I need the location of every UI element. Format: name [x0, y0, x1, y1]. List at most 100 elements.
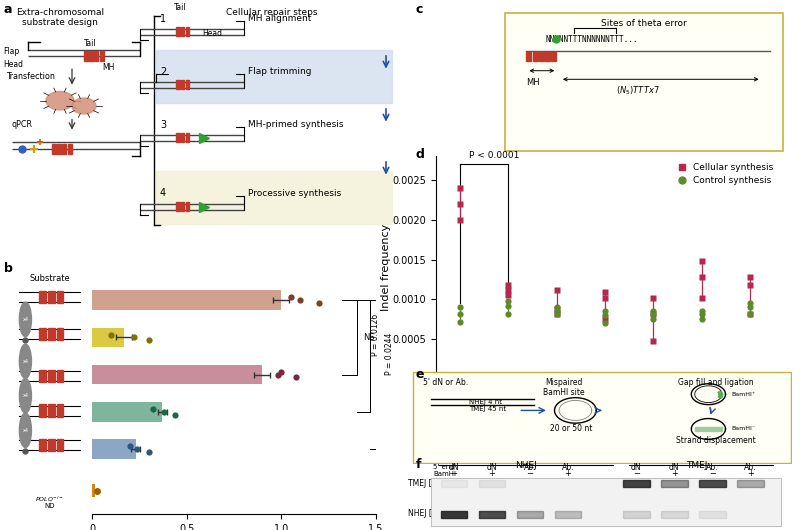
Circle shape	[72, 98, 96, 114]
Text: −: −	[526, 469, 534, 478]
Bar	[100, 51, 104, 61]
Bar	[694, 427, 722, 430]
Bar	[478, 480, 505, 487]
Text: +: +	[746, 469, 754, 478]
Bar	[661, 480, 687, 487]
Bar	[186, 80, 190, 90]
Bar	[48, 370, 54, 382]
Bar	[186, 27, 190, 37]
Text: P = 0.0244: P = 0.0244	[385, 332, 394, 375]
Legend: Cellular synthesis, Control synthesis: Cellular synthesis, Control synthesis	[671, 161, 775, 187]
FancyBboxPatch shape	[506, 13, 782, 151]
Text: Extra-chromosomal
substrate design: Extra-chromosomal substrate design	[16, 8, 104, 28]
Bar	[554, 511, 581, 518]
Text: Ab.: Ab.	[523, 463, 536, 472]
Bar	[57, 291, 63, 303]
Bar	[661, 511, 687, 518]
Text: Flap trimming: Flap trimming	[248, 67, 311, 76]
Bar	[718, 395, 722, 398]
Bar	[181, 27, 184, 37]
Text: Mispaired
BamHI site: Mispaired BamHI site	[543, 378, 585, 398]
Text: ND: ND	[44, 503, 55, 509]
Bar	[533, 51, 538, 61]
Text: −: −	[709, 469, 716, 478]
Bar	[39, 404, 46, 417]
Bar	[478, 511, 505, 518]
Text: a: a	[4, 3, 13, 16]
Bar	[92, 328, 124, 347]
Text: d: d	[416, 148, 425, 162]
Bar	[623, 511, 650, 518]
Bar	[441, 480, 467, 487]
Text: Strand displacement: Strand displacement	[676, 436, 756, 445]
Bar	[181, 133, 184, 143]
Text: BamHI⁻: BamHI⁻	[731, 427, 755, 431]
Bar	[84, 51, 88, 61]
Text: x4: x4	[22, 428, 29, 433]
Text: Ab.: Ab.	[562, 463, 574, 472]
Bar	[90, 51, 93, 61]
Bar	[57, 439, 63, 451]
Bar	[517, 511, 543, 518]
Bar	[431, 478, 781, 526]
Text: +: +	[488, 469, 495, 478]
FancyBboxPatch shape	[413, 372, 791, 463]
Bar	[176, 133, 179, 143]
Bar	[186, 202, 190, 211]
FancyBboxPatch shape	[156, 50, 392, 103]
Bar	[57, 404, 63, 417]
Text: −: −	[450, 469, 458, 478]
Text: +: +	[670, 469, 678, 478]
Bar	[538, 51, 544, 61]
Text: P < 0.0001: P < 0.0001	[469, 152, 519, 161]
Text: Gap fill and ligation: Gap fill and ligation	[678, 378, 754, 387]
Bar	[92, 365, 262, 384]
Bar	[92, 290, 282, 310]
Bar	[441, 511, 467, 518]
Bar	[718, 392, 722, 394]
Bar	[551, 51, 556, 61]
FancyBboxPatch shape	[156, 171, 392, 224]
Text: Ab.: Ab.	[706, 463, 718, 472]
Text: x4: x4	[22, 317, 29, 322]
Bar	[431, 478, 781, 526]
Text: 20 or 50 nt: 20 or 50 nt	[550, 425, 593, 434]
Bar	[48, 328, 54, 340]
Bar	[699, 480, 726, 487]
Circle shape	[19, 302, 31, 337]
Text: $(N_5)TTTx7$: $(N_5)TTTx7$	[616, 84, 660, 97]
Text: Transfection: Transfection	[6, 73, 55, 81]
Bar	[737, 480, 763, 487]
Bar	[94, 51, 98, 61]
Circle shape	[19, 378, 31, 413]
Text: dN: dN	[631, 463, 642, 472]
Text: Sites of theta error: Sites of theta error	[601, 19, 687, 28]
Bar	[39, 370, 46, 382]
Text: NHEJ 4 nt
TMEJ 45 nt: NHEJ 4 nt TMEJ 45 nt	[469, 399, 506, 412]
Bar	[58, 144, 61, 154]
Text: qPCR: qPCR	[12, 120, 33, 129]
Text: 5' end: 5' end	[433, 464, 454, 470]
Text: dN: dN	[669, 463, 679, 472]
Text: f: f	[416, 458, 422, 472]
Text: Tail: Tail	[174, 3, 186, 12]
Text: Tail: Tail	[84, 39, 97, 48]
Y-axis label: Indel frequency: Indel frequency	[382, 224, 391, 311]
Text: e: e	[416, 368, 425, 382]
Bar	[623, 480, 650, 487]
Bar	[718, 394, 722, 396]
Bar	[176, 27, 179, 37]
Bar	[545, 51, 550, 61]
Text: P = 0.0126: P = 0.0126	[371, 314, 381, 356]
Text: x4: x4	[22, 393, 29, 399]
Bar	[48, 404, 54, 417]
Text: Substrate: Substrate	[30, 274, 70, 283]
Bar	[176, 202, 179, 211]
Bar	[48, 439, 54, 451]
Bar	[39, 291, 46, 303]
Bar	[92, 484, 95, 497]
Bar	[181, 202, 184, 211]
X-axis label: Distance from repair junction (bp): Distance from repair junction (bp)	[514, 404, 702, 414]
Text: NHEJ: NHEJ	[515, 461, 537, 470]
Text: b: b	[4, 262, 13, 276]
